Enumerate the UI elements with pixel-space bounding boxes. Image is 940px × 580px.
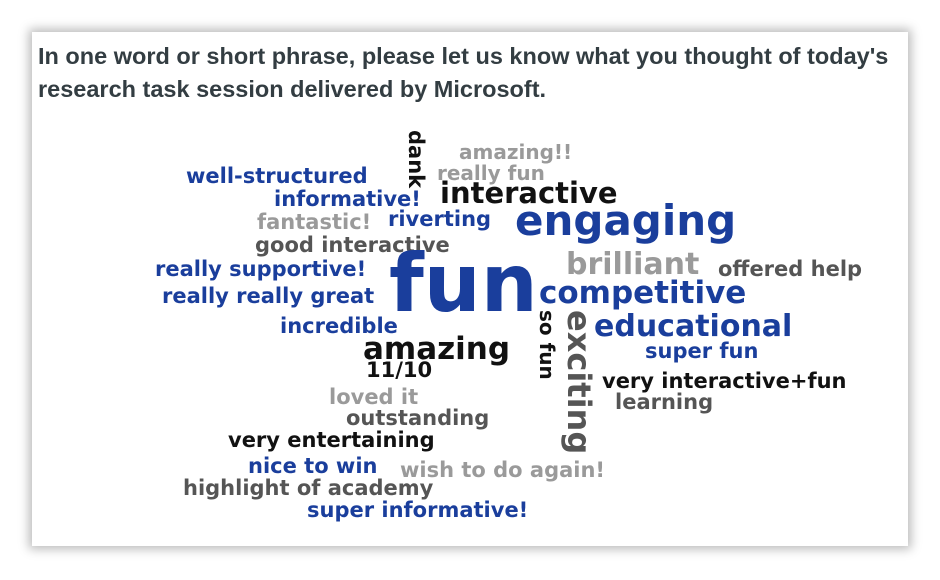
word-exciting: exciting <box>560 310 598 455</box>
word-wish-to-do-again: wish to do again! <box>400 458 606 482</box>
word-brilliant: brilliant <box>566 247 700 282</box>
word-very-entertaining: very entertaining <box>228 428 435 452</box>
word-really-really-great: really really great <box>162 284 375 308</box>
word-engaging: engaging <box>515 196 737 245</box>
word-competitive: competitive <box>539 275 747 311</box>
word-eleven-of-ten: 11/10 <box>366 358 433 382</box>
word-really-supportive: really supportive! <box>155 257 367 281</box>
word-good-interactive: good interactive <box>255 233 450 257</box>
word-cloud: dank amazing!! really fun well-structure… <box>32 32 908 546</box>
word-loved-it: loved it <box>329 385 419 409</box>
word-informative-excl: informative! <box>274 187 421 211</box>
word-really-fun: really fun <box>437 161 545 185</box>
word-incredible: incredible <box>280 314 398 338</box>
word-amazing: amazing <box>363 331 511 367</box>
word-fantastic-excl: fantastic! <box>257 210 372 234</box>
word-outstanding: outstanding <box>346 406 490 430</box>
word-amazing-excl: amazing!! <box>459 140 573 164</box>
word-very-interactive-fun: very interactive+fun <box>602 369 847 393</box>
word-nice-to-win: nice to win <box>248 454 378 478</box>
word-interactive: interactive <box>440 176 618 210</box>
word-super-informative: super informative! <box>307 498 529 522</box>
survey-question: In one word or short phrase, please let … <box>38 43 889 102</box>
word-educational: educational <box>594 309 793 344</box>
word-offered-help: offered help <box>718 257 863 281</box>
word-learning: learning <box>615 390 714 414</box>
word-well-structured: well-structured <box>186 164 368 188</box>
word-riverting: riverting <box>388 207 492 231</box>
word-so-fun: so fun <box>535 310 559 380</box>
word-highlight-of-academy: highlight of academy <box>183 476 434 500</box>
word-super-fun: super fun <box>645 339 759 363</box>
word-cloud-card: In one word or short phrase, please let … <box>32 32 908 546</box>
word-fun: fun <box>389 237 538 330</box>
word-dank: dank <box>404 130 428 189</box>
